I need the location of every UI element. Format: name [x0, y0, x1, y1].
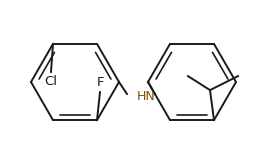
Text: HN: HN — [137, 91, 156, 104]
Text: Cl: Cl — [45, 75, 57, 88]
Text: F: F — [97, 76, 105, 89]
